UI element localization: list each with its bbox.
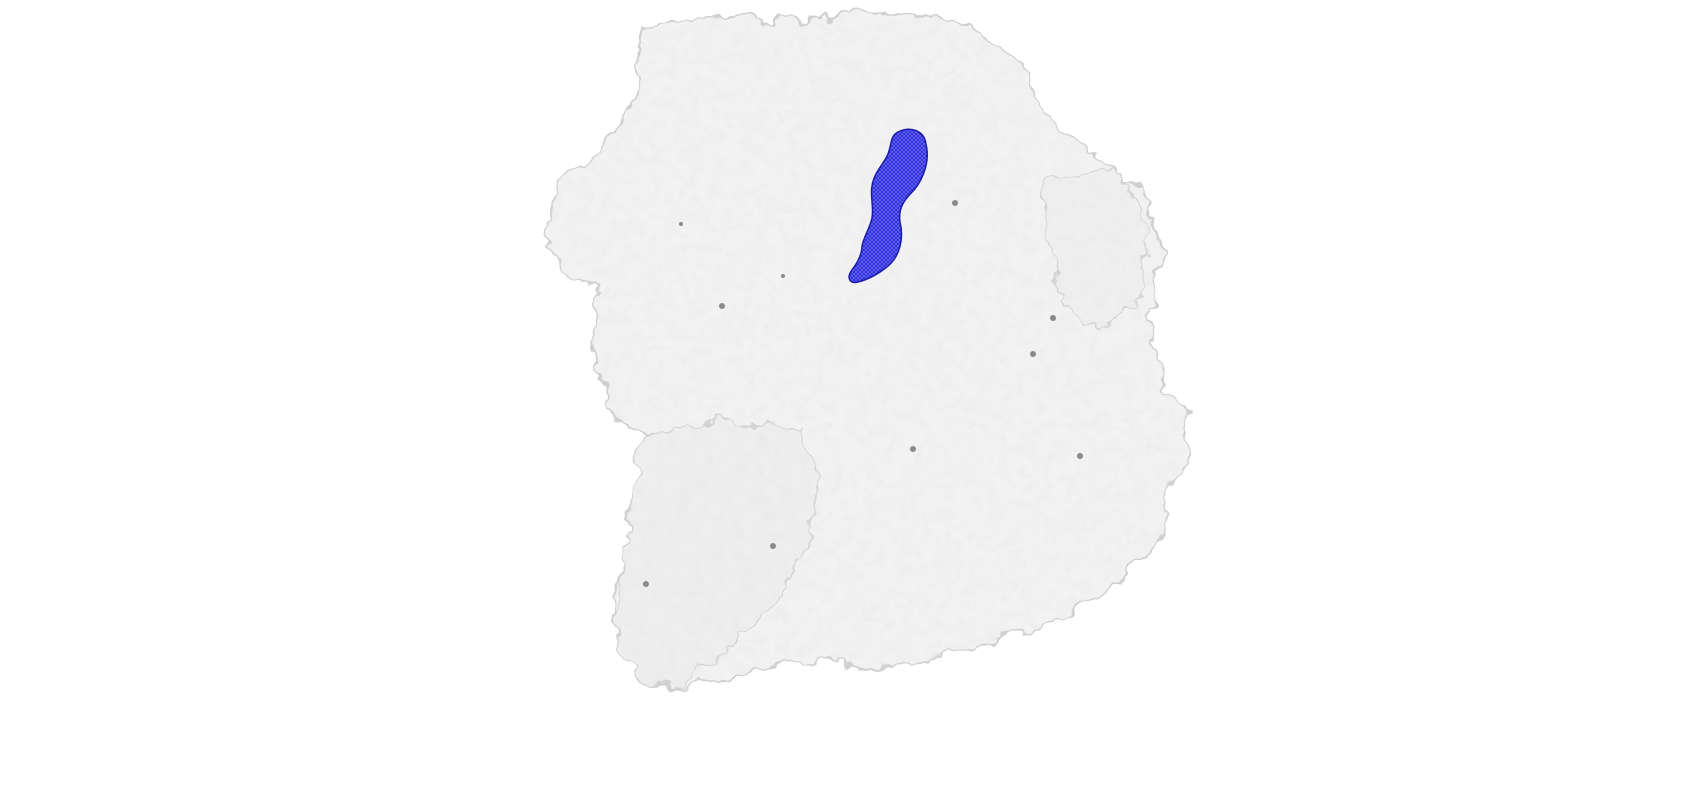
ion-sphere (1077, 453, 1083, 459)
ion-sphere (770, 543, 776, 549)
ligand-mesh-body (848, 128, 928, 284)
surface-texture (545, 12, 1190, 690)
ion-sphere (910, 446, 916, 452)
ion-sphere (781, 274, 785, 278)
ion-sphere (679, 222, 683, 226)
ion-sphere (952, 200, 958, 206)
ligand-mesh (848, 128, 928, 284)
ion-sphere (1030, 351, 1036, 357)
ion-sphere (719, 303, 725, 309)
ion-spheres (643, 200, 1083, 587)
ion-sphere (1050, 315, 1056, 321)
ion-sphere (643, 581, 649, 587)
